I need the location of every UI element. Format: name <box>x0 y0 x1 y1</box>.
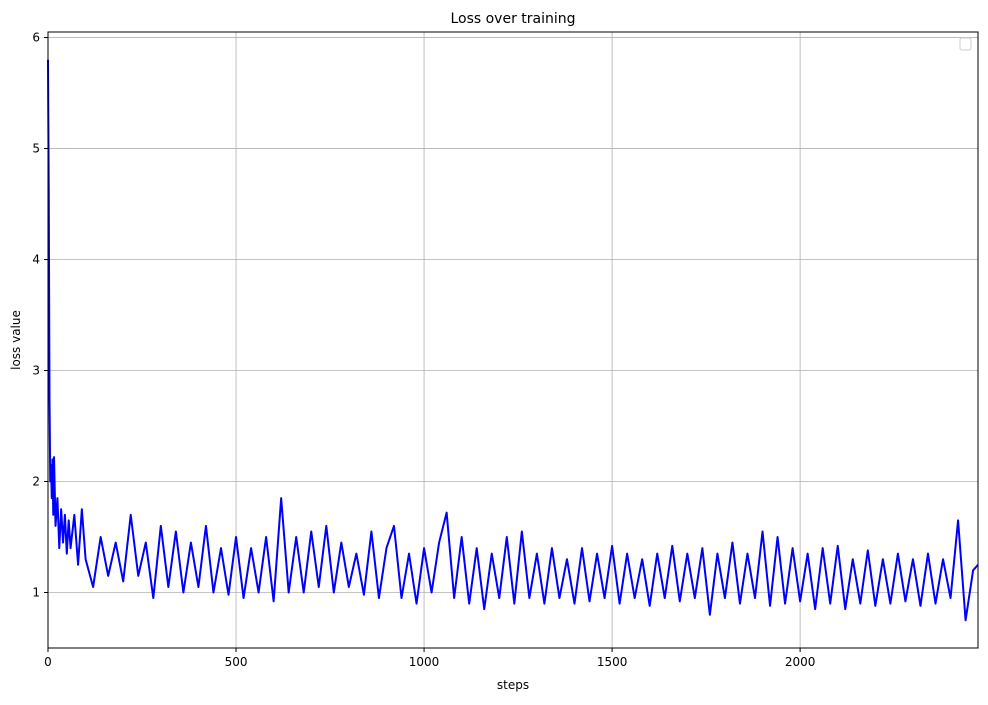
y-tick-label: 1 <box>32 586 40 600</box>
x-tick-label: 1000 <box>409 655 440 669</box>
y-tick-label: 4 <box>32 253 40 267</box>
loss-line <box>47 59 979 622</box>
y-tick-label: 5 <box>32 142 40 156</box>
y-axis-label: loss value <box>9 310 23 370</box>
x-tick-label: 500 <box>225 655 248 669</box>
x-axis-label: steps <box>497 678 529 692</box>
plot-frame <box>47 31 979 649</box>
y-tick-label: 3 <box>32 364 40 378</box>
legend <box>959 37 972 51</box>
y-tick-label: 2 <box>32 475 40 489</box>
chart-title: Loss over training <box>450 11 575 27</box>
y-tick-label: 6 <box>32 31 40 45</box>
x-tick-label: 1500 <box>597 655 628 669</box>
ticks: 0 500 1000 1500 2000 1 2 3 4 5 6 <box>32 31 815 669</box>
x-tick-label: 0 <box>44 655 52 669</box>
x-tick-label: 2000 <box>785 655 816 669</box>
plot <box>47 59 979 622</box>
